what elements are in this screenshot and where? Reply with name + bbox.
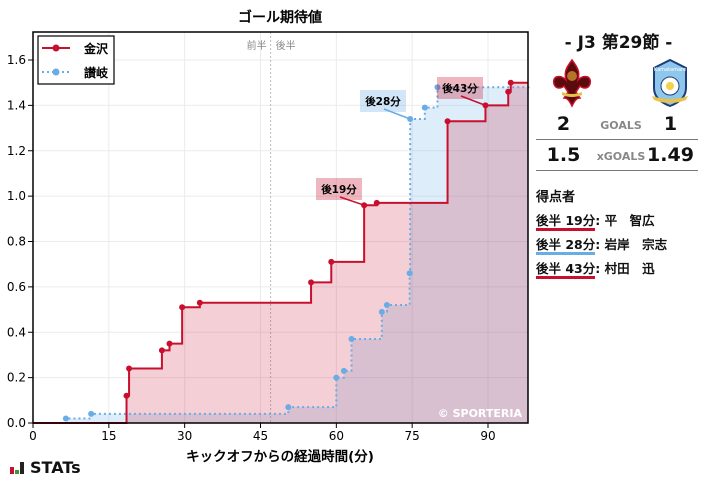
stats-brand: STATs — [10, 458, 81, 477]
svg-text:0.0: 0.0 — [7, 416, 26, 430]
svg-text:90: 90 — [480, 429, 495, 443]
xgoals-row: 1.5 xGOALS 1.49 — [536, 144, 698, 171]
scorer-time: 後半 28分 — [536, 237, 596, 255]
svg-text:1.6: 1.6 — [7, 53, 26, 67]
kanazawa-crest-icon — [552, 58, 592, 108]
svg-text:0.6: 0.6 — [7, 280, 26, 294]
grid: 前半 後半 — [32, 32, 528, 424]
chart-title: ゴール期待値 — [238, 9, 322, 26]
svg-text:後半: 後半 — [276, 39, 296, 52]
xgoals-label: xGOALS — [596, 150, 646, 163]
areas — [33, 82, 529, 424]
svg-text:45: 45 — [253, 429, 268, 443]
xg-chart: ゴール期待値 前半 後半 後19分 後28分 後43分 0 15 30 45 60 75 90 0.… — [7, 9, 530, 465]
scorer-row: 後半 19分: 平 智広 — [536, 210, 655, 231]
svg-text:1.2: 1.2 — [7, 144, 26, 158]
svg-text:0: 0 — [29, 429, 37, 443]
legend-kanazawa: 金沢 — [83, 41, 109, 56]
svg-text:1.4: 1.4 — [7, 98, 26, 112]
svg-text:後28分: 後28分 — [364, 95, 401, 108]
svg-text:1.0: 1.0 — [7, 189, 26, 203]
svg-text:前半: 前半 — [247, 39, 267, 52]
svg-text:後19分: 後19分 — [320, 183, 357, 196]
svg-text:後43分: 後43分 — [441, 82, 478, 95]
goals-row: 2 GOALS 1 — [536, 113, 698, 140]
plot-frame — [32, 31, 529, 424]
svg-text:60: 60 — [329, 429, 344, 443]
scorer-time: 後半 43分 — [536, 261, 596, 279]
x-axis-label: キックオフからの経過時間(分) — [186, 448, 374, 465]
svg-text:15: 15 — [101, 429, 116, 443]
legend: 金沢 讃岐 — [37, 35, 115, 85]
scorers-title: 得点者 — [536, 190, 576, 205]
svg-text:Kamatamare: Kamatamare — [654, 67, 686, 73]
home-xgoals: 1.5 — [546, 144, 581, 166]
scorer-name: : 村田 迅 — [595, 261, 655, 276]
svg-text:0.2: 0.2 — [7, 371, 26, 385]
match-summary-panel: - J3 第29節 - Kamatamare 2 GOALS 1 1.5 xGO… — [530, 0, 707, 479]
watermark: © SPORTERIA — [438, 407, 523, 420]
scorer-row: 後半 43分: 村田 迅 — [536, 258, 655, 279]
away-xgoals: 1.49 — [647, 144, 694, 166]
svg-text:30: 30 — [177, 429, 192, 443]
annotations: 後19分 後28分 後43分 — [316, 77, 486, 206]
scorer-name: : 平 智広 — [595, 213, 655, 228]
lines — [33, 79, 530, 424]
scorer-name: : 岩岸 宗志 — [595, 237, 668, 252]
goals-label: GOALS — [600, 119, 642, 132]
axes: 0 15 30 45 60 75 90 0.0 0.2 0.4 0.6 0.8 1.0 1.2 1.4 1.6 — [7, 53, 496, 443]
sanuki-crest-icon: Kamatamare — [652, 58, 688, 108]
svg-text:75: 75 — [405, 429, 420, 443]
bar-chart-icon — [10, 461, 24, 474]
round-title: - J3 第29節 - — [564, 33, 673, 53]
svg-text:0.4: 0.4 — [7, 325, 26, 339]
away-goals: 1 — [663, 113, 678, 135]
home-goals: 2 — [556, 113, 571, 135]
legend-sanuki: 讃岐 — [84, 65, 109, 80]
scorer-row: 後半 28分: 岩岸 宗志 — [536, 234, 667, 255]
brand-name: STATs — [30, 458, 81, 477]
svg-text:0.8: 0.8 — [7, 235, 26, 249]
scorer-time: 後半 19分 — [536, 213, 596, 231]
